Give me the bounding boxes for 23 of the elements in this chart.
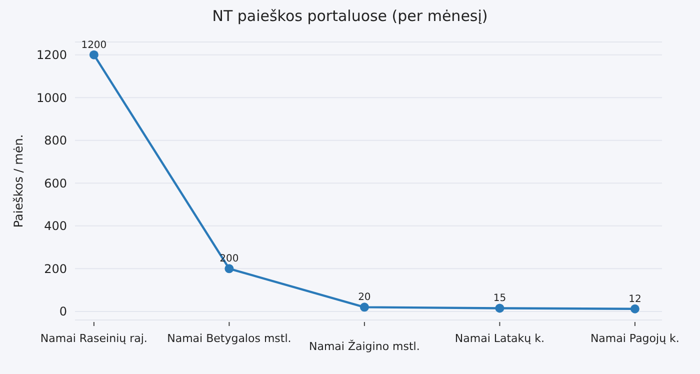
y-tick-label: 200 bbox=[44, 262, 67, 276]
x-tick-label: Namai Latakų k. bbox=[454, 332, 544, 345]
y-tick-label: 600 bbox=[44, 176, 67, 190]
y-tick-label: 0 bbox=[59, 304, 67, 319]
data-label: 12 bbox=[628, 294, 642, 305]
x-tick-label: Namai Pagojų k. bbox=[590, 332, 680, 345]
point bbox=[360, 302, 369, 312]
x-tick-label: Namai Žaigino mstl. bbox=[309, 339, 420, 353]
y-tick-label: 1000 bbox=[36, 90, 67, 105]
data-label: 1200 bbox=[81, 40, 107, 51]
data-label: 20 bbox=[358, 292, 371, 304]
point bbox=[89, 50, 98, 60]
point bbox=[630, 304, 640, 314]
point bbox=[224, 264, 234, 274]
y-axis-title: Paieškos / mėn. bbox=[11, 134, 26, 228]
y-tick-label: 1200 bbox=[36, 48, 67, 62]
x-tick-label: Namai Betygalos mstl. bbox=[167, 332, 292, 345]
x-tick-label: Namai Raseinių raj. bbox=[40, 332, 148, 345]
point bbox=[495, 304, 504, 313]
y-tick-label: 400 bbox=[44, 219, 67, 234]
chart-title: NT paieškos portaluose (per mėnesį) bbox=[211, 7, 489, 25]
y-tick-label: 800 bbox=[44, 134, 67, 148]
data-label: 15 bbox=[493, 293, 506, 304]
